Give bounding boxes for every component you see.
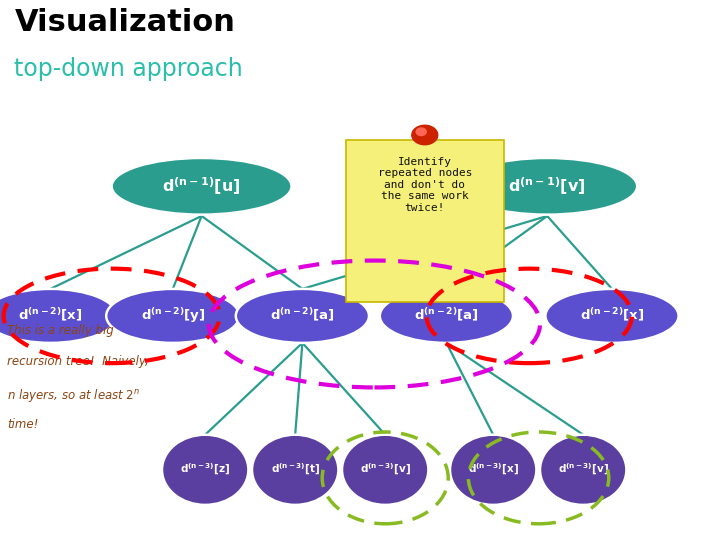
Ellipse shape bbox=[450, 435, 536, 505]
Circle shape bbox=[416, 128, 426, 136]
Ellipse shape bbox=[380, 289, 513, 343]
Text: n layers, so at least $2^n$: n layers, so at least $2^n$ bbox=[7, 387, 140, 403]
Text: $\mathbf{d^{(n-1)}[u]}$: $\mathbf{d^{(n-1)}[u]}$ bbox=[163, 176, 240, 197]
Text: $\mathbf{d^{(n-2)}[x]}$: $\mathbf{d^{(n-2)}[x]}$ bbox=[18, 307, 83, 325]
Text: $\mathbf{d^{(n-3)}[v]}$: $\mathbf{d^{(n-3)}[v]}$ bbox=[558, 462, 608, 477]
Text: This is a really big: This is a really big bbox=[7, 324, 114, 337]
Text: $\mathbf{d^{(n-2)}[x]}$: $\mathbf{d^{(n-2)}[x]}$ bbox=[580, 307, 644, 325]
Text: $\mathbf{d^{(n-2)}[a]}$: $\mathbf{d^{(n-2)}[a]}$ bbox=[414, 307, 479, 325]
Text: Visualization: Visualization bbox=[14, 8, 235, 37]
Text: recursion tree!  Naively,: recursion tree! Naively, bbox=[7, 355, 149, 368]
Text: $\mathbf{d^{(n-3)}[v]}$: $\mathbf{d^{(n-3)}[v]}$ bbox=[360, 462, 410, 477]
Text: $\mathbf{d^{(n-3)}[t]}$: $\mathbf{d^{(n-3)}[t]}$ bbox=[271, 462, 320, 477]
Ellipse shape bbox=[540, 435, 626, 505]
FancyBboxPatch shape bbox=[346, 140, 504, 302]
Ellipse shape bbox=[342, 435, 428, 505]
Ellipse shape bbox=[107, 289, 239, 343]
Text: $\mathbf{d^{(n-3)}[z]}$: $\mathbf{d^{(n-3)}[z]}$ bbox=[180, 462, 230, 477]
Text: Identify
repeated nodes
and don't do
the same work
twice!: Identify repeated nodes and don't do the… bbox=[377, 157, 472, 213]
Ellipse shape bbox=[252, 435, 338, 505]
Ellipse shape bbox=[162, 435, 248, 505]
Text: time!: time! bbox=[7, 418, 39, 431]
Circle shape bbox=[412, 125, 438, 145]
Text: $\mathbf{d^{(n-2)}[y]}$: $\mathbf{d^{(n-2)}[y]}$ bbox=[140, 307, 205, 325]
Text: $\mathbf{d^{(n-3)}[x]}$: $\mathbf{d^{(n-3)}[x]}$ bbox=[468, 462, 518, 477]
Ellipse shape bbox=[112, 158, 292, 215]
Ellipse shape bbox=[546, 289, 679, 343]
Ellipse shape bbox=[236, 289, 369, 343]
Ellipse shape bbox=[0, 289, 117, 343]
Text: $\mathbf{d^{(n-1)}[v]}$: $\mathbf{d^{(n-1)}[v]}$ bbox=[508, 176, 586, 197]
Text: top-down approach: top-down approach bbox=[14, 57, 243, 80]
Text: $\mathbf{d^{(n-2)}[a]}$: $\mathbf{d^{(n-2)}[a]}$ bbox=[270, 307, 335, 325]
Ellipse shape bbox=[457, 158, 637, 215]
